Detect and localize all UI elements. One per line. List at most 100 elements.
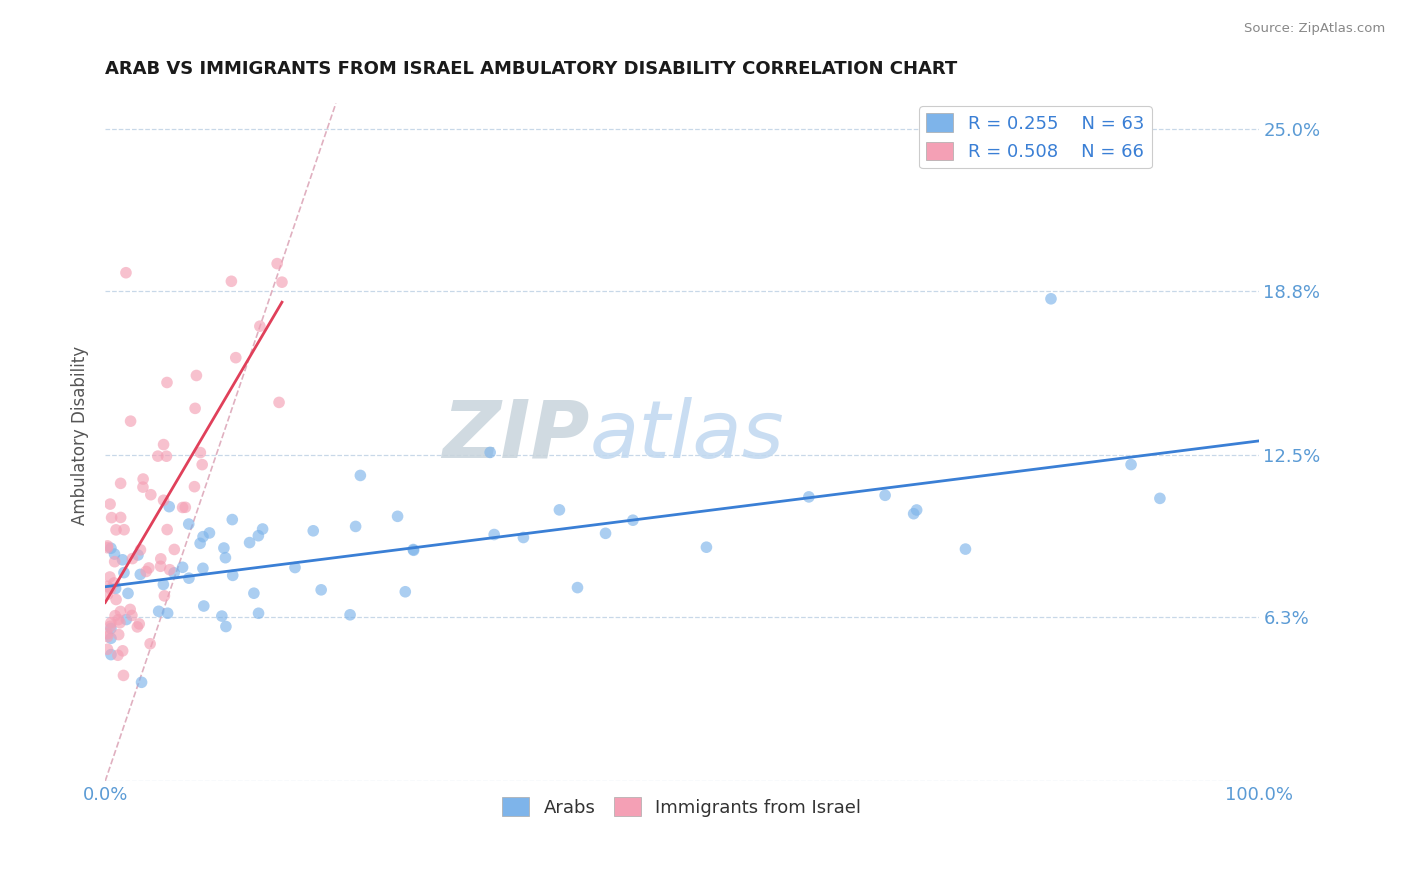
Point	[100, 582, 122, 596]
Point	[104, 582, 127, 596]
Point	[252, 522, 274, 536]
Text: Source: ZipAtlas.com: Source: ZipAtlas.com	[1244, 22, 1385, 36]
Point	[100, 622, 122, 636]
Point	[222, 568, 245, 582]
Point	[402, 542, 425, 557]
Point	[111, 644, 134, 658]
Point	[112, 668, 135, 682]
Point	[129, 567, 152, 582]
Point	[135, 565, 157, 579]
Point	[115, 266, 138, 280]
Point	[156, 376, 179, 390]
Point	[108, 615, 131, 630]
Point	[96, 579, 118, 593]
Point	[138, 561, 160, 575]
Point	[344, 519, 367, 533]
Point	[152, 437, 174, 451]
Point	[193, 599, 215, 613]
Point	[129, 542, 152, 557]
Point	[695, 540, 717, 554]
Point	[103, 576, 125, 591]
Point	[121, 608, 143, 623]
Point	[302, 524, 325, 538]
Point	[198, 525, 221, 540]
Point	[120, 602, 142, 616]
Point	[115, 613, 138, 627]
Point	[98, 570, 121, 584]
Point	[127, 620, 149, 634]
Point	[184, 401, 207, 416]
Point	[903, 507, 925, 521]
Point	[100, 510, 122, 524]
Point	[387, 509, 409, 524]
Point	[1119, 458, 1142, 472]
Point	[177, 516, 200, 531]
Point	[96, 541, 118, 555]
Point	[191, 561, 214, 575]
Point	[875, 488, 897, 502]
Point	[394, 584, 416, 599]
Point	[225, 351, 247, 365]
Point	[110, 604, 132, 618]
Point	[149, 559, 172, 574]
Point	[100, 648, 122, 662]
Point	[174, 500, 197, 515]
Point	[349, 468, 371, 483]
Point	[1039, 292, 1062, 306]
Point	[117, 586, 139, 600]
Point	[512, 531, 534, 545]
Point	[96, 539, 118, 553]
Point	[110, 510, 132, 524]
Point	[111, 553, 134, 567]
Point	[132, 480, 155, 494]
Point	[309, 582, 332, 597]
Point	[107, 613, 129, 627]
Point	[955, 542, 977, 557]
Point	[172, 500, 194, 515]
Point	[153, 589, 176, 603]
Point	[249, 319, 271, 334]
Point	[149, 552, 172, 566]
Point	[905, 503, 928, 517]
Point	[155, 449, 177, 463]
Point	[247, 529, 270, 543]
Point	[156, 523, 179, 537]
Point	[177, 571, 200, 585]
Point	[191, 458, 214, 472]
Point	[479, 445, 502, 459]
Point	[239, 535, 262, 549]
Point	[110, 476, 132, 491]
Point	[100, 615, 122, 630]
Point	[271, 275, 294, 289]
Point	[112, 566, 135, 580]
Point	[100, 619, 122, 633]
Legend: Arabs, Immigrants from Israel: Arabs, Immigrants from Israel	[495, 790, 869, 824]
Point	[183, 480, 205, 494]
Point	[121, 551, 143, 566]
Point	[100, 632, 122, 646]
Point	[112, 523, 135, 537]
Y-axis label: Ambulatory Disability: Ambulatory Disability	[72, 346, 89, 525]
Point	[284, 560, 307, 574]
Point	[214, 550, 236, 565]
Point	[595, 526, 617, 541]
Point	[266, 257, 288, 271]
Point	[211, 609, 233, 624]
Point	[100, 541, 122, 556]
Point	[132, 472, 155, 486]
Point	[96, 626, 118, 640]
Point	[621, 513, 644, 527]
Point	[1149, 491, 1171, 506]
Point	[107, 648, 129, 663]
Point	[120, 414, 142, 428]
Point	[96, 587, 118, 601]
Point	[103, 547, 125, 561]
Text: atlas: atlas	[589, 397, 785, 475]
Point	[107, 627, 129, 641]
Point	[152, 577, 174, 591]
Point	[172, 560, 194, 574]
Point	[243, 586, 266, 600]
Point	[157, 500, 180, 514]
Point	[212, 541, 235, 555]
Point	[148, 604, 170, 618]
